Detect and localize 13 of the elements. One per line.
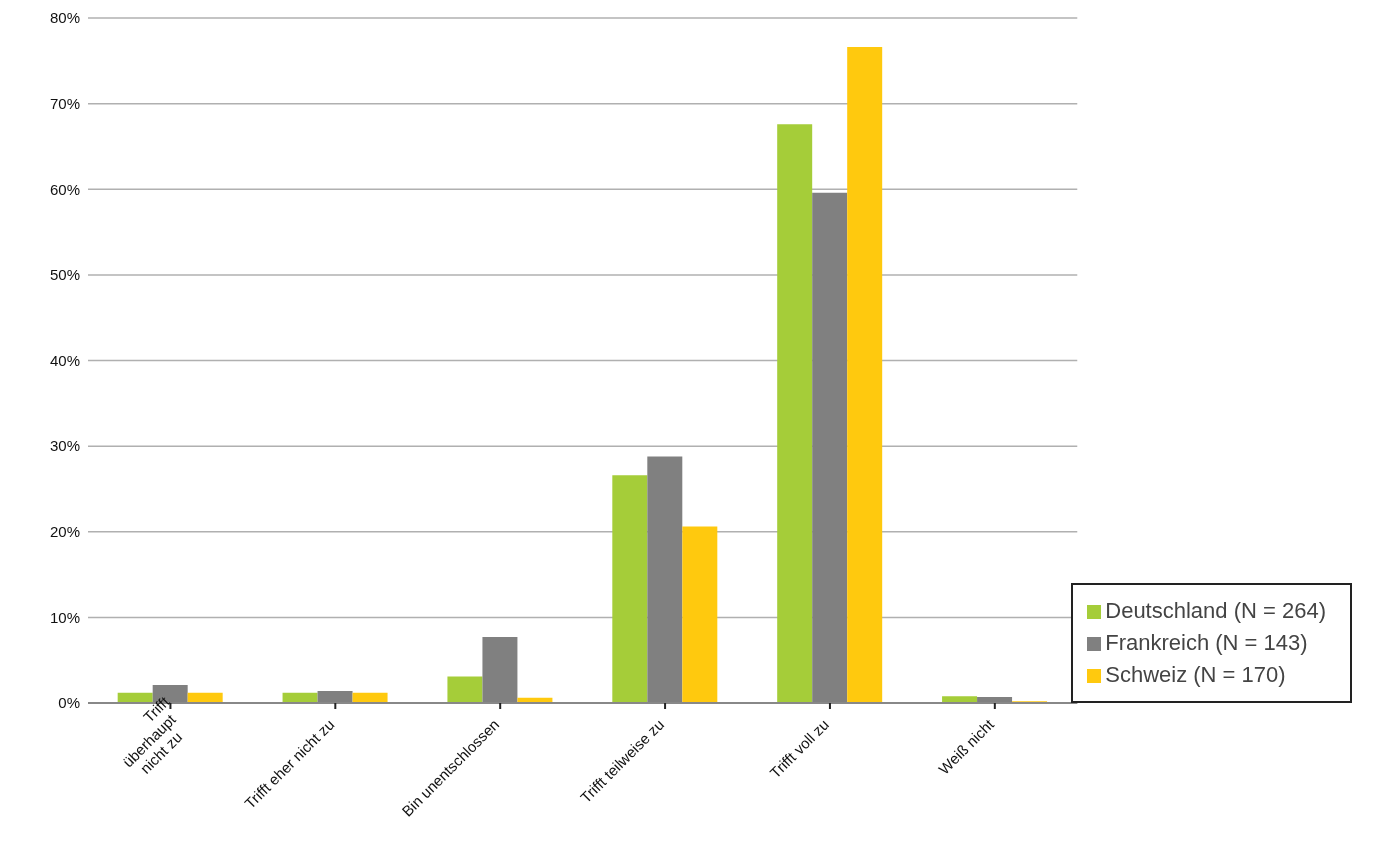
y-tick-label: 80% bbox=[49, 9, 80, 27]
y-tick-label: 70% bbox=[49, 94, 80, 112]
legend-label: Frankreich (N = 143) bbox=[1105, 630, 1308, 655]
x-tick-label: Trifft voll zu bbox=[766, 715, 833, 782]
y-tick-label: 60% bbox=[49, 180, 80, 198]
legend-label: Deutschland (N = 264) bbox=[1105, 598, 1326, 623]
y-tick-label: 10% bbox=[49, 608, 80, 626]
y-tick-label: 50% bbox=[49, 266, 80, 284]
y-tick-label: 20% bbox=[49, 523, 80, 541]
y-tick-label: 40% bbox=[49, 351, 80, 369]
y-tick-label: 30% bbox=[49, 437, 80, 455]
y-tick-label: 0% bbox=[58, 694, 80, 712]
legend-label: Schweiz (N = 170) bbox=[1105, 662, 1286, 687]
